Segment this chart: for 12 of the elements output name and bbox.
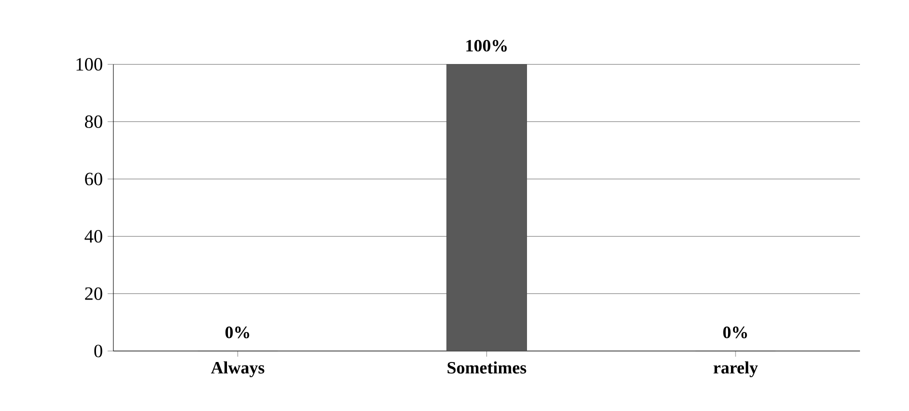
y-tick-label: 60 [85,172,102,186]
y-tick-label: 40 [84,230,102,243]
y-tick-label: 0 [94,344,102,358]
data-label: 0% [225,326,250,338]
y-tick-label: 80 [84,115,102,128]
x-tick-label: Sometimes [448,361,526,374]
y-tick-label: 20 [85,287,102,300]
y-tick-label: 100 [76,58,102,71]
data-label: 0% [723,326,747,338]
x-tick-label: Always [210,361,264,378]
x-tick-label: rarely [714,361,758,378]
data-label: 100% [466,40,507,52]
